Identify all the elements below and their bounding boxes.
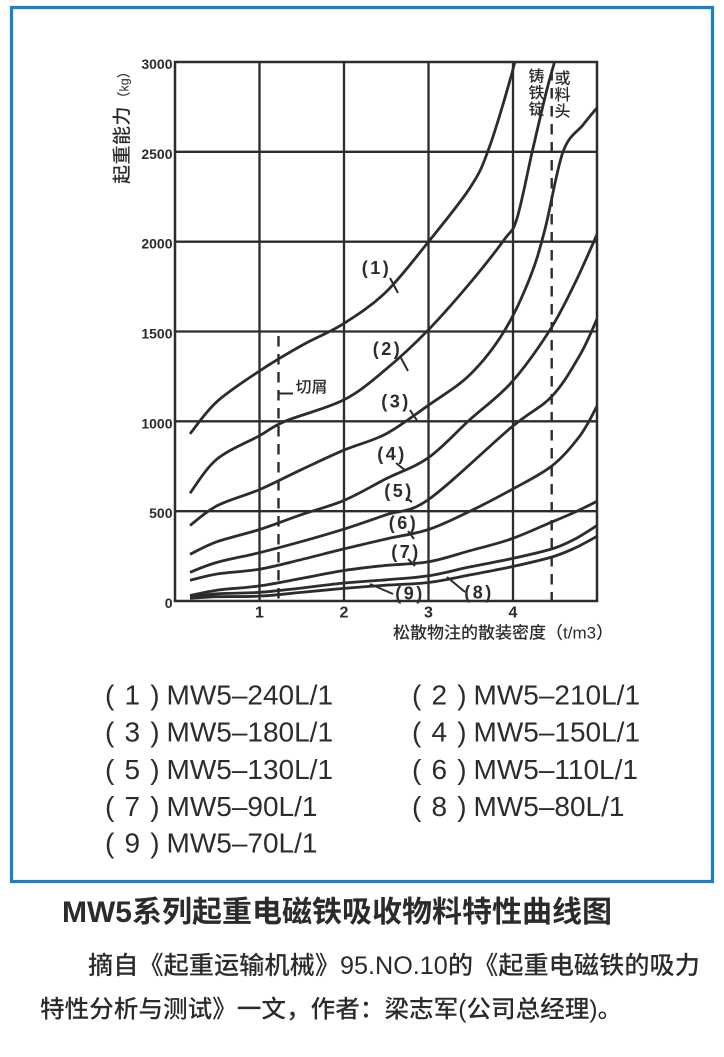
svg-text:MW5: MW5 [62,896,132,929]
svg-text:4: 4 [509,605,518,622]
svg-text:MW5–80L/1: MW5–80L/1 [474,791,625,822]
svg-text:(5): (5) [384,481,414,501]
svg-text:MW5–210L/1: MW5–210L/1 [474,680,641,711]
svg-text:( 8 ): ( 8 ) [412,791,468,822]
svg-text:3000: 3000 [141,56,172,72]
svg-text:95.NO.10: 95.NO.10 [340,952,448,980]
svg-text:(7): (7) [391,542,421,562]
svg-text:MW5–90L/1: MW5–90L/1 [167,791,318,822]
svg-text:( 4 ): ( 4 ) [412,717,468,748]
svg-text:kg: kg [118,78,132,91]
svg-text:(4): (4) [377,444,407,464]
svg-text:( 7 ): ( 7 ) [105,791,161,822]
svg-text:(: ( [458,997,467,1024]
svg-text:0: 0 [165,595,173,611]
svg-text:( 2 ): ( 2 ) [412,680,468,711]
svg-text:t/m3: t/m3 [563,624,596,643]
svg-text:(3): (3) [381,392,411,412]
svg-text:(9): (9) [395,584,425,604]
svg-text:MW5–240L/1: MW5–240L/1 [167,680,334,711]
svg-text:(2): (2) [373,339,403,359]
svg-text:3: 3 [424,605,433,622]
svg-text:2500: 2500 [141,146,172,162]
svg-text:): ) [589,997,597,1024]
svg-text:( 3 ): ( 3 ) [105,717,161,748]
svg-text:(6): (6) [389,513,419,533]
svg-text:2000: 2000 [141,236,172,252]
svg-text:( 9 ): ( 9 ) [105,828,161,859]
svg-text:1000: 1000 [141,415,172,431]
svg-text:MW5–70L/1: MW5–70L/1 [167,828,318,859]
svg-text:( 5 ): ( 5 ) [105,754,161,785]
svg-text:MW5–180L/1: MW5–180L/1 [167,717,334,748]
svg-text:MW5–130L/1: MW5–130L/1 [167,754,334,785]
svg-text:( 6 ): ( 6 ) [412,754,468,785]
svg-text:(1): (1) [362,258,392,278]
svg-text:1: 1 [255,605,264,622]
svg-text:MW5–110L/1: MW5–110L/1 [474,754,638,785]
svg-text:(8): (8) [464,583,494,603]
svg-text:2: 2 [340,605,349,622]
svg-text:1500: 1500 [141,326,172,342]
svg-text:500: 500 [149,505,173,521]
svg-text:MW5–150L/1: MW5–150L/1 [474,717,641,748]
svg-text:( 1 ): ( 1 ) [105,680,161,711]
